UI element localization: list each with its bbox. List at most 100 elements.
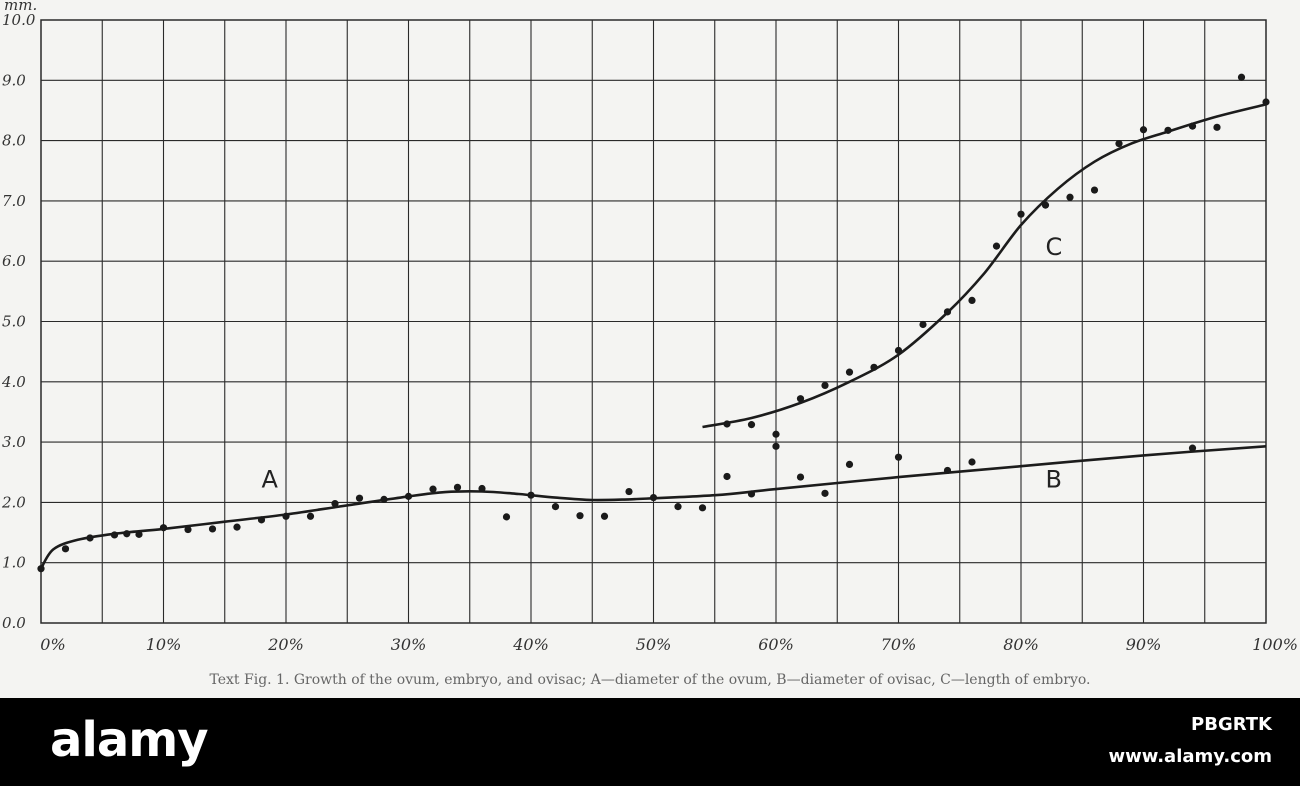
y-tick-label: 8.0 — [2, 132, 26, 150]
data-point-b — [845, 460, 854, 469]
data-point-c — [1090, 186, 1099, 194]
data-point-c — [943, 308, 952, 316]
data-point-c — [1017, 210, 1025, 218]
y-tick-label: 0.0 — [2, 614, 26, 632]
x-tick-label: 90% — [1126, 635, 1162, 654]
data-point-a — [135, 530, 143, 538]
data-point-c — [1262, 98, 1270, 106]
series-labels: A B C — [262, 233, 1063, 493]
data-point-c — [992, 242, 1001, 250]
data-point-a — [159, 524, 168, 532]
y-tick-label: 4.0 — [1, 373, 26, 391]
watermark-banner: alamy PBGRTK www.alamy.com — [0, 698, 1300, 786]
y-tick-label: 3.0 — [2, 433, 26, 451]
data-point-c — [870, 363, 878, 371]
curve-b — [628, 445, 1267, 501]
data-point-c — [1139, 126, 1148, 134]
data-point-b — [1188, 444, 1197, 452]
x-tick-label: 30% — [391, 635, 427, 654]
data-point-c — [796, 395, 805, 403]
data-point-c — [1115, 140, 1123, 148]
data-point-b — [747, 490, 756, 498]
data-point-b — [821, 489, 829, 497]
curve-c — [702, 103, 1267, 429]
y-unit-label: mm. — [4, 0, 37, 14]
data-point-b — [943, 466, 952, 475]
series-label-a: A — [262, 465, 279, 493]
watermark-url: www.alamy.com — [1108, 746, 1272, 767]
data-point-a — [404, 492, 413, 500]
data-point-b — [772, 442, 780, 450]
data-point-a — [429, 485, 437, 493]
data-point-c — [1213, 123, 1221, 131]
x-tick-label: 60% — [758, 635, 794, 654]
points — [37, 73, 1270, 573]
y-tick-label: 10.0 — [2, 11, 36, 29]
data-point-a — [625, 487, 633, 496]
grid-lines — [41, 20, 1266, 623]
data-point-c — [1066, 193, 1074, 201]
data-point-a — [551, 503, 560, 511]
x-tick-label: 10% — [146, 635, 182, 654]
data-point-a — [355, 494, 364, 502]
data-point-a — [208, 525, 217, 533]
data-point-c — [772, 430, 780, 438]
data-point-a — [184, 525, 192, 534]
data-point-a — [233, 523, 241, 531]
data-point-b — [649, 493, 658, 502]
x-tick-label: 70% — [881, 635, 917, 654]
data-point-a — [37, 565, 45, 573]
data-point-a — [306, 512, 315, 520]
data-point-c — [845, 368, 854, 376]
watermark-logo: alamy — [50, 712, 209, 768]
data-point-c — [919, 320, 927, 329]
data-point-b — [698, 504, 707, 512]
x-tick-label: 80% — [1003, 635, 1039, 654]
data-point-a — [257, 516, 266, 524]
data-point-a — [576, 512, 584, 520]
data-point-a — [478, 484, 486, 493]
x-tick-labels: 0% 10% 20% 30% 40% 50% 60% 70% 80% 90% 100% — [40, 635, 1298, 654]
data-point-c — [1188, 122, 1197, 130]
data-point-a — [331, 500, 339, 508]
y-tick-labels: 0.0 1.0 2.0 3.0 4.0 5.0 6.0 7.0 8.0 9.0 10.0 — [1, 11, 36, 632]
x-tick-label: 20% — [267, 635, 304, 654]
data-point-c — [1041, 201, 1050, 209]
y-tick-label: 7.0 — [2, 192, 26, 210]
data-point-a — [282, 512, 290, 520]
watermark-image-id: PBGRTK — [1191, 714, 1272, 735]
y-tick-label: 1.0 — [2, 554, 26, 572]
y-tick-label: 9.0 — [2, 71, 26, 89]
data-point-c — [1164, 126, 1172, 134]
x-tick-label: 100% — [1252, 635, 1298, 654]
data-point-a — [502, 513, 511, 521]
x-tick-label: 0% — [40, 635, 65, 654]
x-tick-label: 40% — [512, 635, 549, 654]
data-point-c — [747, 421, 756, 429]
data-point-c — [1237, 73, 1246, 81]
data-point-b — [968, 458, 976, 466]
data-point-b — [723, 472, 731, 481]
data-point-a — [453, 483, 462, 491]
chart-figure: 0.0 1.0 2.0 3.0 4.0 5.0 6.0 7.0 8.0 9.0 10.0 0% 10%… — [0, 0, 1300, 698]
data-point-c — [821, 381, 829, 390]
x-tick-label: 50% — [636, 635, 672, 654]
data-point-a — [600, 512, 609, 520]
data-point-c — [968, 296, 976, 304]
chart-svg: 0.0 1.0 2.0 3.0 4.0 5.0 6.0 7.0 8.0 9.0 10.0 0% 10%… — [1, 0, 1298, 654]
data-point-b — [796, 473, 805, 481]
data-point-c — [894, 346, 903, 355]
data-point-a — [86, 534, 94, 542]
series-label-c: C — [1046, 233, 1063, 261]
data-point-a — [527, 491, 535, 499]
data-point-a — [380, 495, 388, 503]
data-point-b — [674, 503, 682, 511]
data-point-a — [123, 530, 131, 538]
data-point-a — [110, 531, 119, 539]
series-label-b: B — [1046, 465, 1062, 493]
data-point-b — [894, 453, 903, 461]
figure-caption: Text Fig. 1. Growth of the ovum, embryo,… — [209, 672, 1091, 688]
data-point-a — [61, 545, 70, 553]
y-tick-label: 2.0 — [1, 493, 26, 511]
y-tick-label: 6.0 — [2, 252, 26, 270]
